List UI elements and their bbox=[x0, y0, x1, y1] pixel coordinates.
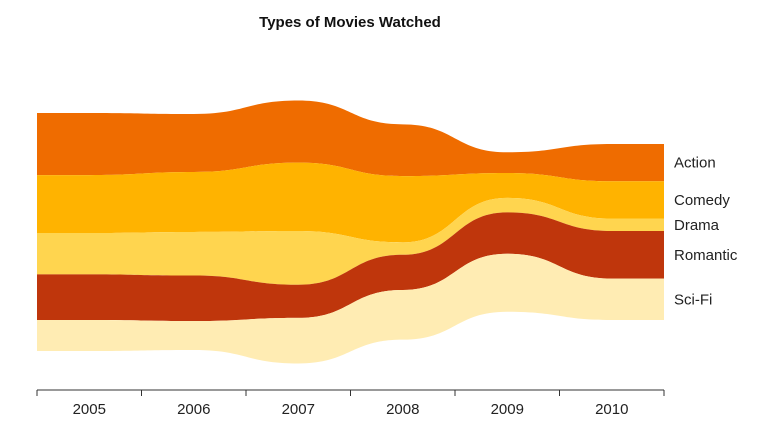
x-axis: 2005 2006 2007 2008 2009 2010 bbox=[36, 389, 665, 418]
stream-layer-comedy bbox=[37, 162, 664, 243]
stream-layer-romantic bbox=[37, 212, 664, 322]
x-tick-label-2008: 2008 bbox=[386, 401, 419, 418]
stream-layer-drama bbox=[37, 197, 664, 285]
legend-label-drama: Drama bbox=[674, 217, 720, 234]
x-tick-label-2010: 2010 bbox=[595, 401, 628, 418]
x-tick-label-2007: 2007 bbox=[282, 401, 315, 418]
stream-layers bbox=[37, 100, 664, 364]
legend-label-action: Action bbox=[674, 155, 716, 172]
legend: Action Comedy Drama Romantic Sci-Fi bbox=[674, 155, 738, 309]
stream-layer-sci-fi bbox=[37, 253, 664, 364]
x-tick-label-2009: 2009 bbox=[491, 401, 524, 418]
stream-layer-action bbox=[37, 100, 664, 182]
legend-label-sci-fi: Sci-Fi bbox=[674, 291, 712, 308]
legend-label-comedy: Comedy bbox=[674, 192, 730, 209]
x-tick-label-2006: 2006 bbox=[177, 401, 210, 418]
chart-title: Types of Movies Watched bbox=[259, 14, 441, 31]
legend-label-romantic: Romantic bbox=[674, 247, 738, 264]
x-tick-label-2005: 2005 bbox=[73, 401, 106, 418]
